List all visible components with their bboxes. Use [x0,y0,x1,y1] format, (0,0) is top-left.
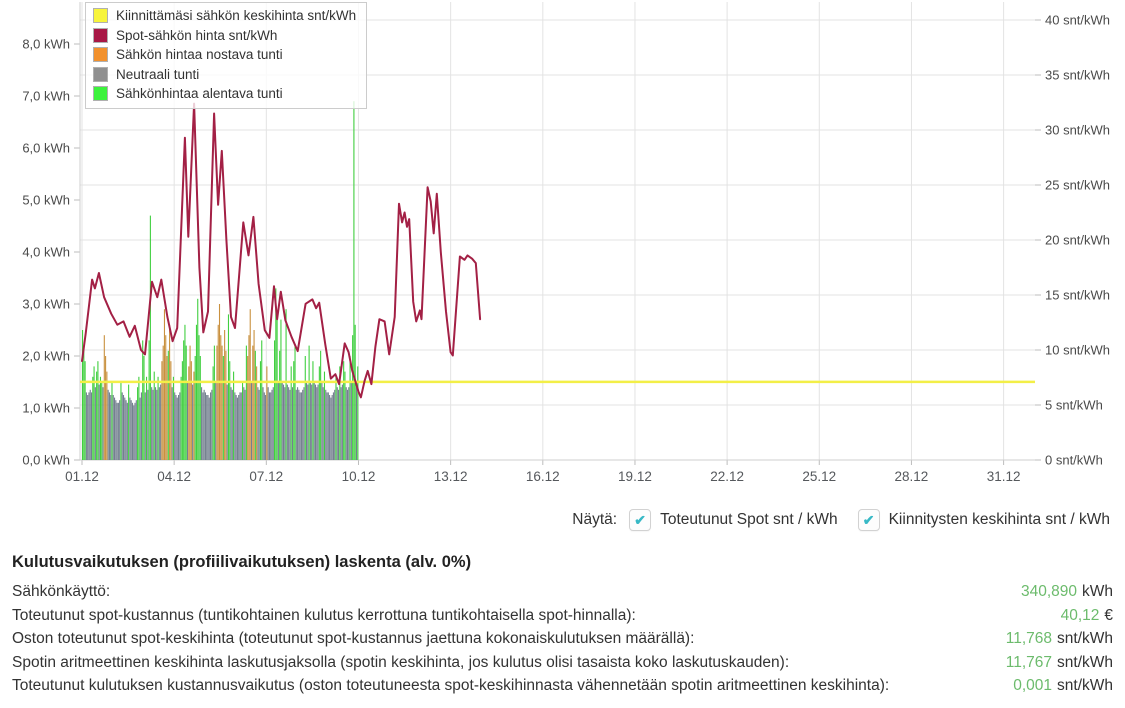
right-axis-tick-label: 0 snt/kWh [1045,453,1103,468]
right-axis-tick-label: 25 snt/kWh [1045,178,1110,193]
x-axis-date-label: 01.12 [65,469,99,484]
gray-swatch [93,66,108,82]
calc-title: Kulutusvaikutuksen (profiilivaikutuksen)… [12,553,472,571]
calc-row-unit: kWh [1082,583,1113,600]
legend-label: Spot-sähkön hinta snt/kWh [116,27,278,43]
x-axis-date-label: 13.12 [434,469,468,484]
legend-label: Neutraali tunti [116,66,200,82]
legend-item: Neutraali tunti [93,65,356,85]
chart-area: 0 snt/kWh 5 snt/kWh 10 snt/kWh 15 snt/kWh 20… [22,2,1110,531]
right-axis-tick-label: 5 snt/kWh [1045,398,1103,413]
x-axis-date-label: 22.12 [710,469,744,484]
calc-row-value: 40,12 € [1061,607,1113,625]
x-axis-date-label: 10.12 [342,469,376,484]
x-axis-date-label: 16.12 [526,469,560,484]
right-axis-tick-label: 35 snt/kWh [1045,68,1110,83]
chart-legend: Kiinnittämäsi sähkön keskihinta snt/kWh S… [85,2,368,109]
calc-row-value: 11,768 snt/kWh [1006,630,1113,648]
calc-row-label: Oston toteutunut spot-keskihinta (toteut… [12,630,695,647]
right-axis-tick-label: 20 snt/kWh [1045,233,1110,248]
left-axis-tick-label: 1,0 kWh [22,401,70,416]
calc-row-label: Toteutunut kulutuksen kustannusvaikutus … [12,677,890,694]
left-axis-tick-label: 8,0 kWh [22,37,70,52]
green-swatch [93,86,108,102]
legend-label: Sähkön hintaa nostava tunti [116,47,283,63]
x-axis-date-label: 25.12 [802,469,836,484]
calc-row-unit: snt/kWh [1057,653,1113,671]
calc-row-number: 0,001 [1013,677,1053,694]
left-axis-tick-label: 4,0 kWh [22,245,70,260]
legend-item: Spot-sähkön hinta snt/kWh [93,26,356,46]
legend-item: Sähkön hintaa nostava tunti [93,45,356,65]
show-label: Näytä: [572,511,618,528]
left-axis-tick-label: 6,0 kWh [22,141,70,156]
calc-row-value: 340,890 kWh [1021,583,1113,601]
display-controls: Näytä: ✔ Toteutunut Spot snt / kWh ✔ Kii… [0,509,1110,531]
calc-row: Toteutunut spot-kustannus (tuntikohtaine… [12,607,1113,631]
legend-label: Sähkönhintaa alentava tunti [116,86,283,102]
consumption-price-chart: 0 snt/kWh 5 snt/kWh 10 snt/kWh 15 snt/kWh 20… [22,2,1110,484]
checkbox-label: Kiinnitysten keskihinta snt / kWh [888,511,1110,528]
calc-row: Spotin aritmeettinen keskihinta laskutus… [12,654,1113,678]
calc-row-number: 340,890 [1020,583,1077,600]
legend-item: Kiinnittämäsi sähkön keskihinta snt/kWh [93,6,356,26]
calc-section: Kulutusvaikutuksen (profiilivaikutuksen)… [12,553,1113,701]
right-axis-tick-label: 30 snt/kWh [1045,123,1110,138]
calc-row-unit: snt/kWh [1057,630,1113,647]
calc-row-number: 11,767 [1005,653,1053,671]
right-axis-tick-label: 15 snt/kWh [1045,288,1110,303]
left-axis-tick-label: 0,0 kWh [22,453,70,468]
calc-row: Toteutunut kulutuksen kustannusvaikutus … [12,677,1113,701]
calc-row-label: Sähkönkäyttö: [12,583,111,600]
right-axis-tick-label: 10 snt/kWh [1045,343,1110,358]
calc-row-number: 40,12 [1060,606,1100,624]
calc-row-value: 11,767 snt/kWh [1006,654,1113,672]
left-axis-tick-label: 5,0 kWh [22,193,70,208]
calc-row-label: Toteutunut spot-kustannus (tuntikohtaine… [12,606,636,624]
calc-row-value: 0,001 snt/kWh [1013,677,1113,695]
legend-item: Sähkönhintaa alentava tunti [93,84,356,104]
x-axis-date-label: 31.12 [987,469,1021,484]
calc-row-unit: snt/kWh [1057,677,1113,694]
right-axis-tick-label: 40 snt/kWh [1045,13,1110,28]
crimson-swatch [93,27,108,43]
left-axis-tick-label: 3,0 kWh [22,297,70,312]
calc-row-label: Spotin aritmeettinen keskihinta laskutus… [12,653,790,671]
calc-row-number: 11,768 [1005,630,1053,647]
left-axis-tick-label: 7,0 kWh [22,89,70,104]
x-axis-date-label: 19.12 [618,469,652,484]
hourly-consumption-bars [82,101,359,460]
legend-label: Kiinnittämäsi sähkön keskihinta snt/kWh [116,8,357,24]
x-axis-date-label: 04.12 [157,469,191,484]
calc-row: Oston toteutunut spot-keskihinta (toteut… [12,630,1113,654]
spot-price-line [81,102,482,399]
checkbox-checked-icon: ✔ [857,509,880,531]
calc-row-unit: € [1104,606,1113,624]
x-axis-date-label: 28.12 [895,469,929,484]
orange-swatch [93,47,108,63]
left-axis-tick-label: 2,0 kWh [22,349,70,364]
calc-row: Sähkönkäyttö: 340,890 kWh [12,583,1113,607]
checkbox-toteutunut-spot[interactable]: ✔ Toteutunut Spot snt / kWh [629,509,838,531]
x-axis-date-label: 07.12 [249,469,283,484]
checkbox-kiinnitysten-keskihinta[interactable]: ✔ Kiinnitysten keskihinta snt / kWh [857,509,1110,531]
checkbox-label: Toteutunut Spot snt / kWh [660,511,838,528]
calc-rows: Sähkönkäyttö: 340,890 kWh Toteutunut spot-k… [12,583,1113,701]
checkbox-checked-icon: ✔ [629,509,652,531]
yellow-swatch [93,8,108,24]
